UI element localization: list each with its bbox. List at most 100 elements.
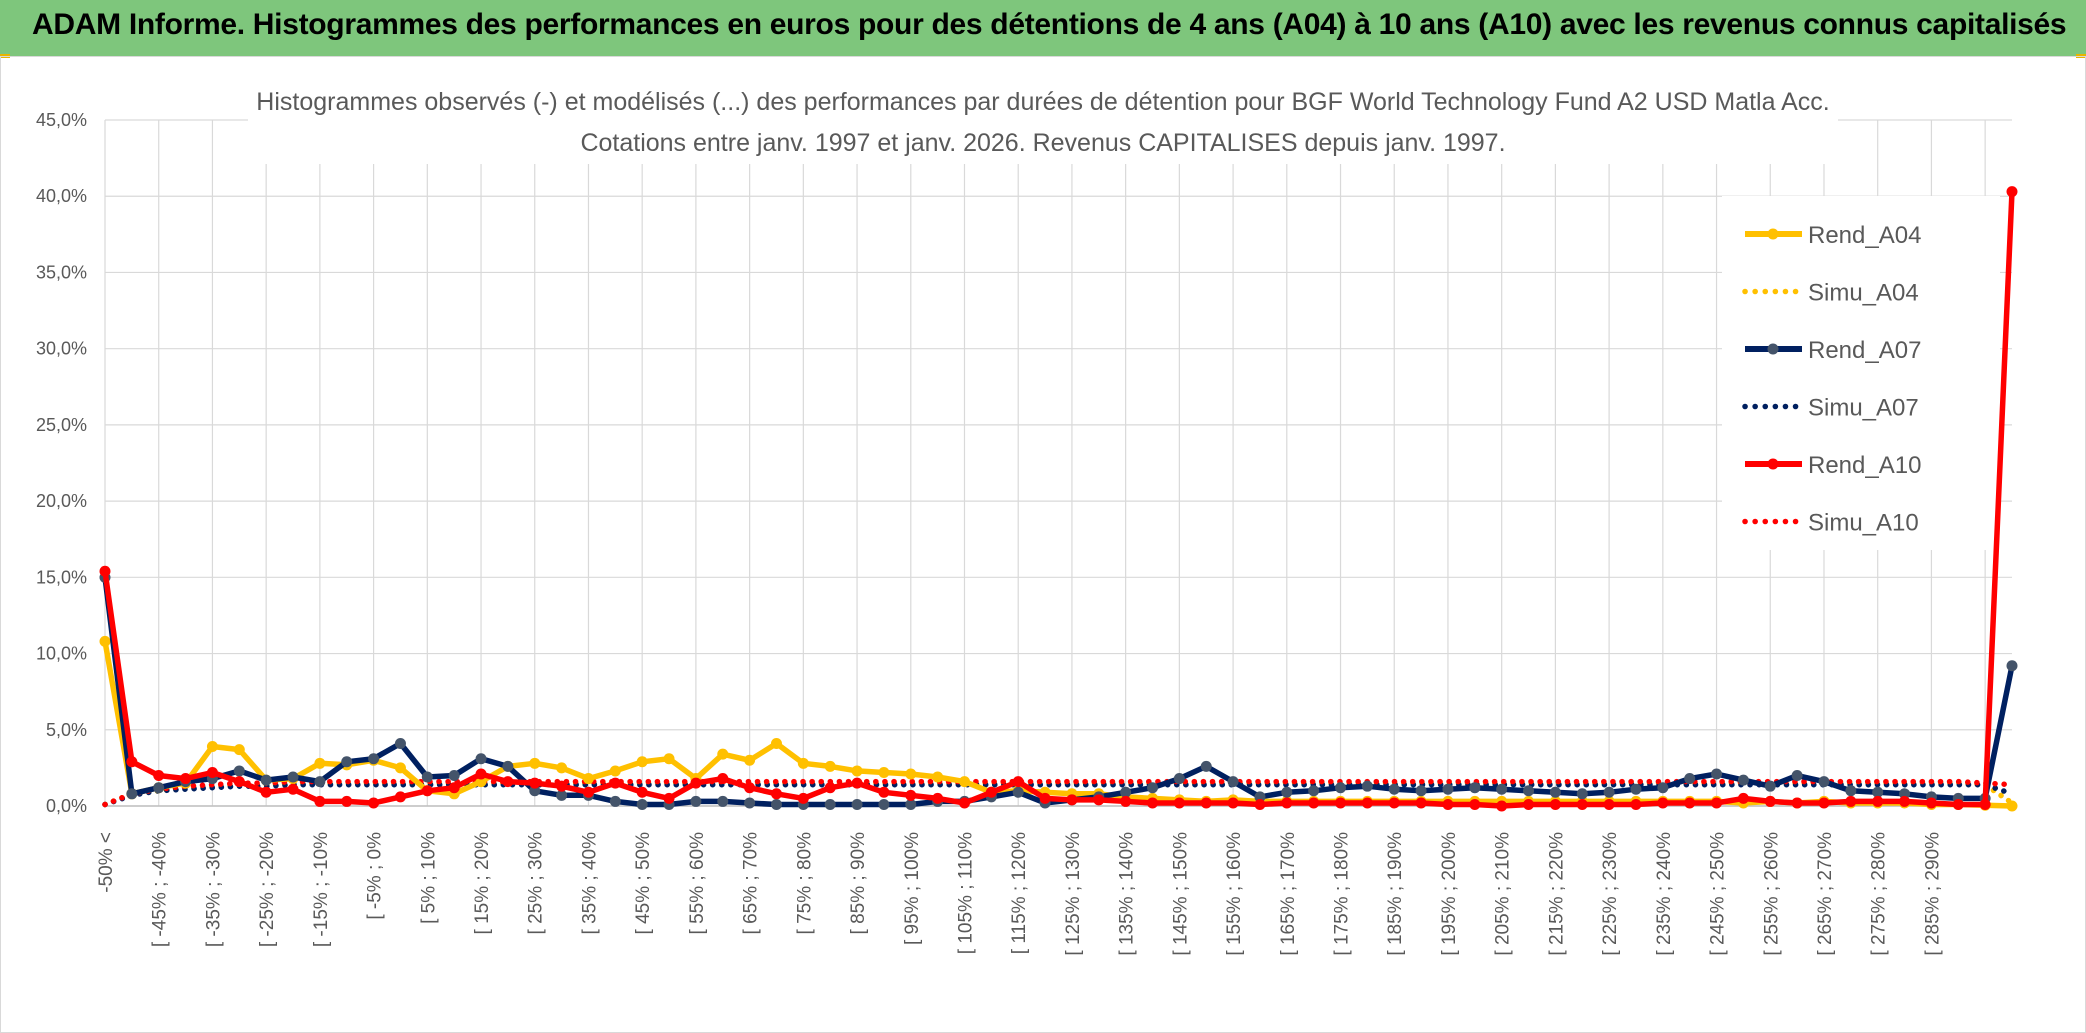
y-tick-label: 0,0% <box>46 796 87 816</box>
data-point <box>1549 798 1561 810</box>
data-point <box>905 798 917 810</box>
data-point <box>1952 798 1964 810</box>
data-point <box>1173 773 1185 785</box>
data-point <box>529 785 541 797</box>
y-axis-tick-labels: 0,0% 5,0% 10,0% 15,0% 20,0% 25,0% 30,0% 35,0% 40… <box>36 110 87 816</box>
series-rend-a10 <box>99 186 2018 812</box>
x-axis-tick-labels: -50% < [ -45% ; -40% [ -35% ; -30% [ -25% ;… <box>96 832 1943 956</box>
data-point <box>1603 798 1615 810</box>
data-point <box>797 757 809 769</box>
data-point <box>1764 795 1776 807</box>
data-point <box>1684 797 1696 809</box>
y-tick-label: 15,0% <box>36 567 87 587</box>
data-point <box>717 773 729 785</box>
y-tick-label: 30,0% <box>36 339 87 359</box>
data-point <box>878 798 890 810</box>
data-point <box>1147 797 1159 809</box>
x-tick-label: [ 245% ; 250% <box>1708 832 1729 956</box>
x-tick-label: [ 25% ; 30% <box>526 832 547 935</box>
data-point <box>1737 792 1749 804</box>
x-tick-label: [ 75% ; 80% <box>794 832 815 935</box>
x-tick-label: [ 65% ; 70% <box>741 832 762 935</box>
data-point <box>824 798 836 810</box>
data-point <box>1147 782 1159 794</box>
data-point <box>1415 797 1427 809</box>
data-point <box>529 777 541 789</box>
report-banner-title: ADAM Informe. Histogrammes des performan… <box>32 8 2067 41</box>
data-point <box>99 565 111 577</box>
data-point <box>421 771 433 783</box>
legend-label: Rend_A04 <box>1808 222 1921 249</box>
data-point <box>1979 798 1991 810</box>
data-point <box>851 798 863 810</box>
data-point <box>744 797 756 809</box>
data-point <box>126 756 138 768</box>
x-tick-label: [ 195% ; 200% <box>1439 832 1460 956</box>
legend-item-simu-a10: Simu_A10 <box>1742 510 1919 537</box>
data-point <box>1308 797 1320 809</box>
legend-item-simu-a04: Simu_A04 <box>1742 280 1919 307</box>
x-tick-label: -50% < <box>96 832 117 893</box>
data-point <box>1872 786 1884 798</box>
data-point <box>502 776 514 788</box>
data-point <box>1764 780 1776 792</box>
x-tick-label: [ 265% ; 270% <box>1815 832 1836 956</box>
data-point <box>1012 786 1024 798</box>
data-point <box>1415 785 1427 797</box>
x-tick-label: [ 185% ; 190% <box>1385 832 1406 956</box>
data-point <box>1361 780 1373 792</box>
data-point <box>2006 800 2018 812</box>
legend-item-rend-a10: Rend_A10 <box>1745 452 1921 479</box>
data-point <box>582 786 594 798</box>
data-point <box>1361 797 1373 809</box>
data-point <box>1442 798 1454 810</box>
data-point <box>1120 786 1132 798</box>
data-point <box>1227 797 1239 809</box>
x-tick-label: [ 135% ; 140% <box>1117 832 1138 956</box>
x-tick-label: [ 125% ; 130% <box>1063 832 1084 956</box>
x-tick-label: [ 225% ; 230% <box>1600 832 1621 956</box>
legend-label: Rend_A10 <box>1808 452 1921 479</box>
data-point <box>368 753 380 765</box>
x-tick-label: [ 95% ; 100% <box>902 832 923 945</box>
data-point <box>609 795 621 807</box>
x-tick-label: [ -35% ; -30% <box>203 832 224 947</box>
data-point <box>314 795 326 807</box>
x-tick-label: [ 215% ; 220% <box>1546 832 1567 956</box>
data-point <box>905 768 917 780</box>
x-tick-label: [ 5% ; 10% <box>418 832 439 924</box>
data-point <box>609 777 621 789</box>
chart-subtitle: Cotations entre janv. 1997 et janv. 2026… <box>580 129 1505 157</box>
data-point <box>1818 776 1830 788</box>
data-point <box>153 770 165 782</box>
data-point <box>1925 797 1937 809</box>
chart-title: Histogrammes observés (-) et modélisés (… <box>256 88 1829 116</box>
data-point <box>1469 782 1481 794</box>
data-point <box>1818 797 1830 809</box>
data-point <box>233 776 245 788</box>
x-tick-label: [ -45% ; -40% <box>150 832 171 947</box>
data-point <box>744 754 756 766</box>
data-point <box>717 795 729 807</box>
data-point <box>1281 786 1293 798</box>
data-point <box>1657 782 1669 794</box>
legend-item-simu-a07: Simu_A07 <box>1742 395 1919 422</box>
data-point <box>878 786 890 798</box>
x-tick-label: [ 45% ; 50% <box>633 832 654 935</box>
x-tick-label: [ 155% ; 160% <box>1224 832 1245 956</box>
data-point <box>958 776 970 788</box>
x-tick-label: [ 165% ; 170% <box>1278 832 1299 956</box>
legend-background <box>1722 196 2000 550</box>
data-point <box>1093 794 1105 806</box>
data-point <box>582 773 594 785</box>
data-point <box>1469 798 1481 810</box>
chart-title-background <box>248 80 1838 164</box>
x-tick-label: [ 285% ; 290% <box>1922 832 1943 956</box>
data-point <box>770 788 782 800</box>
x-tick-label: [ 55% ; 60% <box>687 832 708 935</box>
data-point <box>1227 776 1239 788</box>
data-point <box>1523 798 1535 810</box>
data-point <box>636 786 648 798</box>
data-point <box>851 777 863 789</box>
